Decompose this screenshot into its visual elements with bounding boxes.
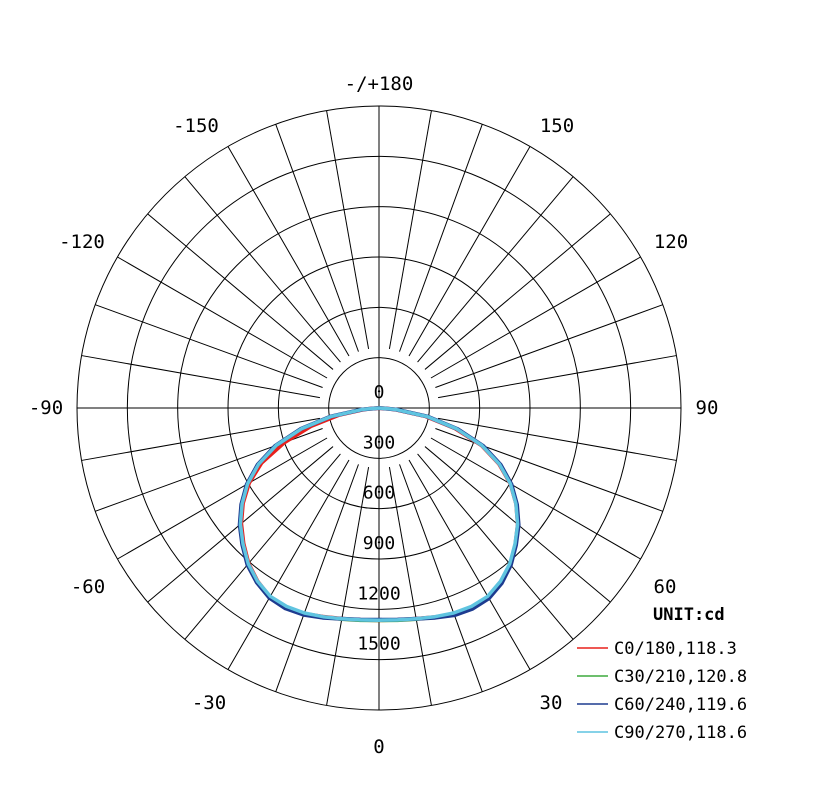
grid-spoke-110: [435, 304, 663, 388]
grid-spoke-240: [117, 256, 328, 379]
radial-label-0: 0: [374, 382, 385, 403]
legend-entry-1: C30/210,120.8: [614, 667, 747, 687]
radial-label-1500: 1500: [357, 634, 400, 655]
legend: UNIT:cd C0/180,118.3 C30/210,120.8 C60/240…: [577, 605, 747, 743]
grid-spoke-60: [430, 437, 641, 560]
grid-spoke-320: [184, 453, 341, 640]
angle-label-60: 60: [654, 576, 677, 598]
grid-spoke-20: [399, 464, 483, 692]
angle-label-90: 90: [696, 397, 719, 419]
grid-spoke-100: [438, 355, 677, 399]
radial-label-1200: 1200: [357, 583, 400, 604]
radial-label-300: 300: [363, 432, 396, 453]
grid-spoke-210: [227, 146, 350, 357]
grid-spoke-150: [408, 146, 531, 357]
angle-label-150: 150: [540, 115, 574, 137]
unit-label: UNIT:cd: [653, 605, 725, 625]
radial-labels: 0 300 600 900 1200 1500: [357, 382, 400, 655]
radial-label-600: 600: [363, 483, 396, 504]
grid-spoke-330: [227, 459, 350, 670]
grid-spoke-300: [117, 437, 328, 560]
intensity-curves: [237, 406, 521, 623]
grid-spoke-190: [326, 110, 370, 349]
angle-label-neg60: -60: [71, 576, 105, 598]
grid-spoke-350: [326, 467, 370, 706]
grid-spoke-120: [430, 256, 641, 379]
grid-spoke-220: [184, 176, 341, 363]
grid-spoke-80: [438, 417, 677, 461]
angle-label-neg90: -90: [29, 397, 63, 419]
angle-labels: -/+180-150 150-120 120-90 90-60 60-30 300: [29, 73, 719, 758]
angle-label-neg120: -120: [59, 231, 105, 253]
radial-label-900: 900: [363, 533, 396, 554]
series-line-3: [238, 406, 520, 622]
angle-label-120: 120: [654, 231, 688, 253]
grid-spoke-260: [81, 355, 320, 399]
grid-spoke-200: [275, 124, 359, 352]
legend-entry-2: C60/240,119.6: [614, 695, 747, 715]
grid-spoke-40: [417, 453, 574, 640]
angle-label-neg150: -150: [173, 115, 219, 137]
angle-label-0: 0: [373, 736, 384, 758]
grid-spoke-160: [399, 124, 483, 352]
grid-spoke-250: [95, 304, 323, 388]
grid-spoke-30: [408, 459, 531, 670]
legend-entry-3: C90/270,118.6: [614, 723, 747, 743]
legend-entry-0: C0/180,118.3: [614, 639, 737, 659]
grid-spoke-280: [81, 417, 320, 461]
grid-spoke-170: [388, 110, 432, 349]
grid-spoke-140: [417, 176, 574, 363]
grid-spoke-230: [147, 213, 334, 370]
angle-label-180: -/+180: [345, 73, 414, 95]
grid-spoke-10: [388, 467, 432, 706]
angle-label-neg30: -30: [192, 692, 226, 714]
grid-spoke-340: [275, 464, 359, 692]
angle-label-30: 30: [540, 692, 563, 714]
grid-spoke-130: [424, 213, 611, 370]
